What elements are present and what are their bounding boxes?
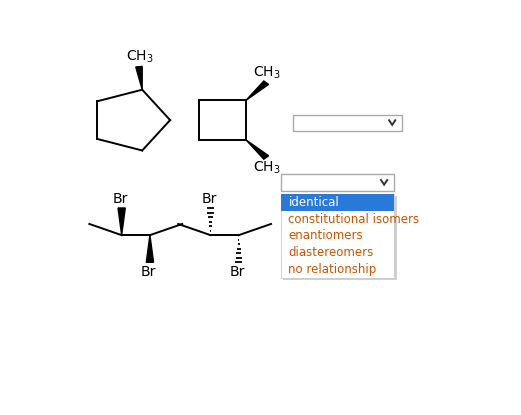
Polygon shape: [246, 81, 269, 100]
Polygon shape: [246, 140, 269, 159]
Text: no relationship: no relationship: [289, 263, 377, 276]
FancyBboxPatch shape: [283, 195, 396, 280]
Text: CH$_3$: CH$_3$: [253, 64, 281, 81]
FancyBboxPatch shape: [293, 115, 402, 131]
Text: identical: identical: [289, 195, 339, 209]
Text: Br: Br: [113, 192, 128, 206]
Polygon shape: [146, 235, 154, 262]
FancyBboxPatch shape: [281, 193, 394, 278]
Text: Br: Br: [230, 264, 245, 278]
Text: enantiomers: enantiomers: [289, 229, 363, 242]
Polygon shape: [136, 66, 142, 90]
Bar: [281, 193, 394, 210]
Text: Br: Br: [141, 264, 156, 278]
Text: Br: Br: [202, 192, 217, 206]
Polygon shape: [118, 208, 125, 235]
Text: CH$_3$: CH$_3$: [253, 160, 281, 176]
FancyBboxPatch shape: [281, 174, 394, 191]
Text: constitutional isomers: constitutional isomers: [289, 212, 419, 225]
Text: diastereomers: diastereomers: [289, 247, 374, 259]
Text: CH$_3$: CH$_3$: [126, 49, 153, 65]
